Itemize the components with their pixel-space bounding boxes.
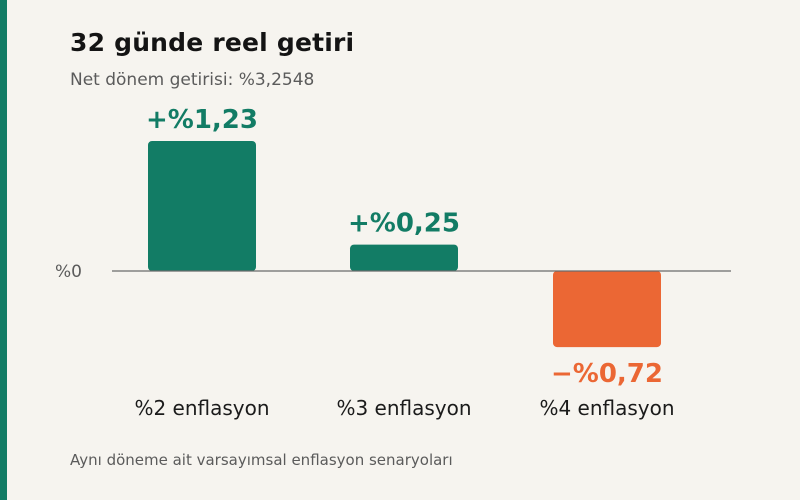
value-label-2: +%0,25 (348, 209, 460, 239)
chart-title: 32 günde reel getiri (70, 28, 355, 57)
zero-axis-label: %0 (55, 262, 82, 282)
bar-1 (148, 140, 256, 271)
accent-stripe (0, 0, 7, 500)
bars-group: +%1,23 %2 enflasyon +%0,25 %3 enflasyon −%0,… (134, 105, 674, 420)
bar-2 (350, 244, 458, 271)
chart-subtitle: Net dönem getirisi: %3,2548 (70, 70, 315, 90)
value-label-1: +%1,23 (146, 105, 258, 135)
value-label-3: −%0,72 (551, 359, 663, 389)
category-label-1: %2 enflasyon (134, 396, 269, 420)
bar-3 (553, 271, 661, 348)
category-label-3: %4 enflasyon (539, 396, 674, 420)
category-label-2: %3 enflasyon (336, 396, 471, 420)
chart-footnote: Aynı döneme ait varsayımsal enflasyon se… (70, 451, 453, 469)
